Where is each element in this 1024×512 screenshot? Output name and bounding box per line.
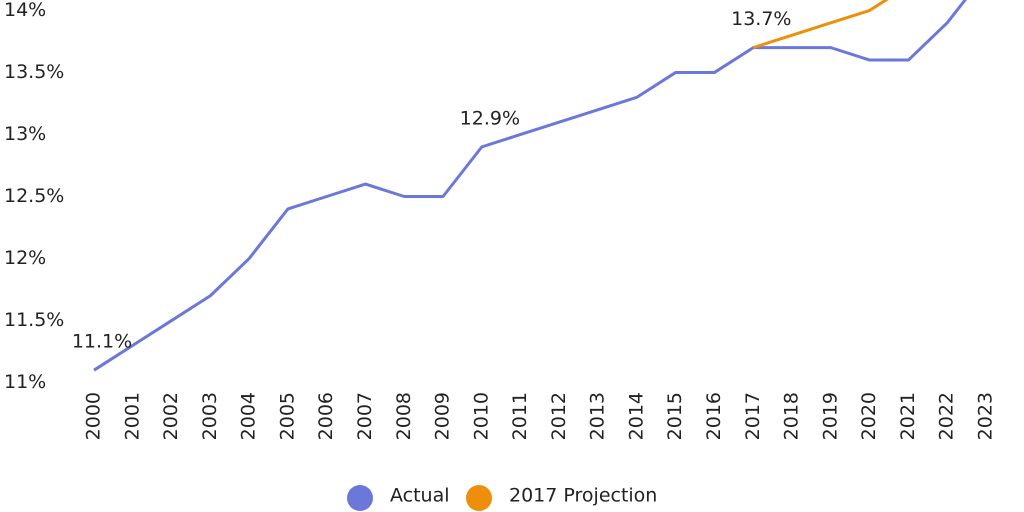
x-tick-label: 2002	[160, 392, 182, 440]
x-tick-label: 2001	[121, 392, 143, 440]
y-tick-label: 11.5%	[4, 309, 64, 331]
x-tick-label: 2017	[742, 392, 764, 440]
x-tick-label: 2000	[83, 392, 105, 440]
x-tick-label: 2014	[625, 392, 647, 440]
y-tick-label: 14%	[4, 0, 46, 21]
x-tick-label: 2015	[664, 392, 686, 440]
x-tick-label: 2019	[819, 392, 841, 440]
x-tick-label: 2023	[975, 392, 997, 440]
y-tick-label: 12%	[4, 247, 46, 269]
x-tick-label: 2016	[703, 392, 725, 440]
y-tick-label: 12.5%	[4, 185, 64, 207]
x-tick-label: 2003	[199, 392, 221, 440]
legend-swatch	[347, 485, 373, 511]
x-tick-label: 2013	[587, 392, 609, 440]
x-tick-label: 2005	[276, 392, 298, 440]
x-tick-label: 2018	[781, 392, 803, 440]
x-tick-label: 2022	[936, 392, 958, 440]
x-tick-label: 2009	[432, 392, 454, 440]
data-label: 12.9%	[460, 107, 520, 129]
y-tick-label: 13.5%	[4, 61, 64, 83]
data-label: 11.1%	[72, 331, 132, 353]
x-tick-label: 2020	[858, 392, 880, 440]
x-tick-label: 2008	[393, 392, 415, 440]
x-tick-label: 2012	[548, 392, 570, 440]
legend-label: Actual	[390, 485, 450, 507]
legend-label: 2017 Projection	[509, 485, 657, 507]
x-tick-label: 2010	[470, 392, 492, 440]
series-line	[752, 0, 889, 50]
legend-swatch	[466, 485, 492, 511]
x-tick-label: 2006	[315, 392, 337, 440]
x-tick-label: 2007	[354, 392, 376, 440]
x-tick-label: 2011	[509, 392, 531, 440]
x-tick-label: 2004	[238, 392, 260, 440]
series-line	[93, 0, 967, 372]
y-tick-label: 11%	[4, 371, 46, 393]
y-tick-label: 13%	[4, 123, 46, 145]
x-tick-label: 2021	[897, 392, 919, 440]
data-label: 13.7%	[731, 8, 791, 30]
